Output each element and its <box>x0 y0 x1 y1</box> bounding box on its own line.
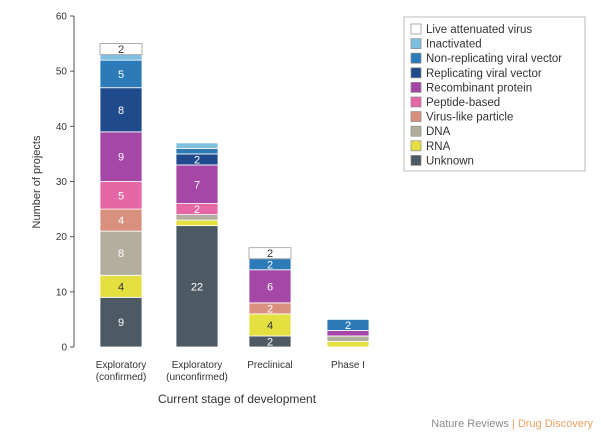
segment-value-label: 2 <box>345 320 351 332</box>
segment-value-label: 2 <box>267 259 273 271</box>
legend-swatch <box>410 67 422 79</box>
credit-separator: | <box>511 418 515 430</box>
bar-segment <box>175 225 219 348</box>
legend-swatch <box>410 52 422 64</box>
bar-segment <box>326 319 370 331</box>
x-tick-label: Phase I <box>331 360 365 371</box>
y-tick-label: 60 <box>56 12 68 23</box>
x-tick-label: Preclinical <box>247 360 293 371</box>
segment-value-label: 4 <box>118 281 124 293</box>
legend-swatch <box>410 140 422 152</box>
x-tick-label: (confirmed) <box>96 372 147 383</box>
y-tick-label: 50 <box>56 67 68 78</box>
segment-value-label: 5 <box>118 190 124 202</box>
segment-value-label: 2 <box>118 44 124 56</box>
bar-segment <box>326 335 370 342</box>
journal-name: Drug Discovery <box>517 418 593 430</box>
y-tick-label: 40 <box>56 122 68 133</box>
y-tick-label: 20 <box>56 232 68 243</box>
x-tick-label: Exploratory <box>96 360 147 371</box>
x-tick-label: Exploratory <box>172 360 223 371</box>
legend-swatch <box>410 23 422 35</box>
legend-swatch <box>410 82 422 93</box>
segment-value-label: 9 <box>118 317 124 329</box>
segment-value-label: 2 <box>194 154 200 166</box>
segment-value-label: 7 <box>194 179 200 191</box>
legend-swatch <box>410 38 422 49</box>
legend-label: Live attenuated virus <box>426 24 532 36</box>
legend-label: DNA <box>426 126 451 138</box>
x-tick-labels: Exploratory(confirmed)Exploratory(unconf… <box>96 360 365 383</box>
segment-value-label: 4 <box>267 320 273 332</box>
bar-segment <box>175 164 219 204</box>
segment-value-label: 2 <box>194 204 200 216</box>
bar-segment <box>99 296 143 348</box>
bar-segment <box>248 269 292 304</box>
bar-segment <box>175 219 219 227</box>
legend-swatch <box>410 96 422 108</box>
legend-label: Unknown <box>426 155 474 167</box>
bar-segment <box>99 131 143 182</box>
bar-segment <box>326 341 370 348</box>
bar-segment <box>99 87 143 133</box>
chart-bars <box>99 43 370 348</box>
chart-axes: 0 10 20 30 40 50 60 <box>56 12 75 354</box>
bar-segment <box>99 181 143 210</box>
segment-value-label: 22 <box>191 281 203 293</box>
y-axis-label: Number of projects <box>31 135 43 228</box>
segment-value-label: 9 <box>118 152 124 164</box>
x-tick-label: (unconfirmed) <box>166 372 228 383</box>
segment-value-label: 8 <box>118 105 124 117</box>
legend-box <box>403 16 586 172</box>
segment-value-label: 4 <box>118 215 124 227</box>
x-axis-label: Current stage of development <box>158 392 317 406</box>
y-tick-label: 10 <box>56 287 68 298</box>
legend-swatch <box>410 155 422 166</box>
bar-segment <box>99 59 143 89</box>
segment-value-label: 2 <box>267 303 273 315</box>
y-tick-label: 30 <box>56 177 68 188</box>
bar-segment <box>175 147 219 155</box>
segment-value-label: 5 <box>118 69 124 81</box>
legend-label: Recombinant protein <box>426 82 532 94</box>
bar-segment <box>99 43 143 56</box>
segment-value-label: 6 <box>267 281 273 293</box>
source-credit: Nature Reviews | Drug Discovery <box>431 418 593 430</box>
bar-segment <box>99 230 143 276</box>
publisher-name: Nature Reviews <box>431 418 509 430</box>
segment-value-label: 8 <box>118 248 124 260</box>
legend-swatch <box>410 125 422 137</box>
legend-label: RNA <box>426 141 451 153</box>
bar-segment <box>175 142 219 149</box>
segment-value-label: 2 <box>267 248 273 260</box>
chart-legend: Live attenuated virus Inactivated Non-repl… <box>403 16 586 172</box>
legend-label: Peptide-based <box>426 97 500 109</box>
legend-label: Inactivated <box>426 39 482 51</box>
legend-swatch <box>410 111 422 122</box>
segment-value-label: 2 <box>267 336 273 348</box>
y-tick-label: 0 <box>61 343 67 354</box>
legend-label: Non-replicating viral vector <box>426 53 562 65</box>
legend-label: Virus-like particle <box>426 112 513 124</box>
legend-label: Replicating viral vector <box>426 68 542 80</box>
bar-segment <box>248 247 292 260</box>
